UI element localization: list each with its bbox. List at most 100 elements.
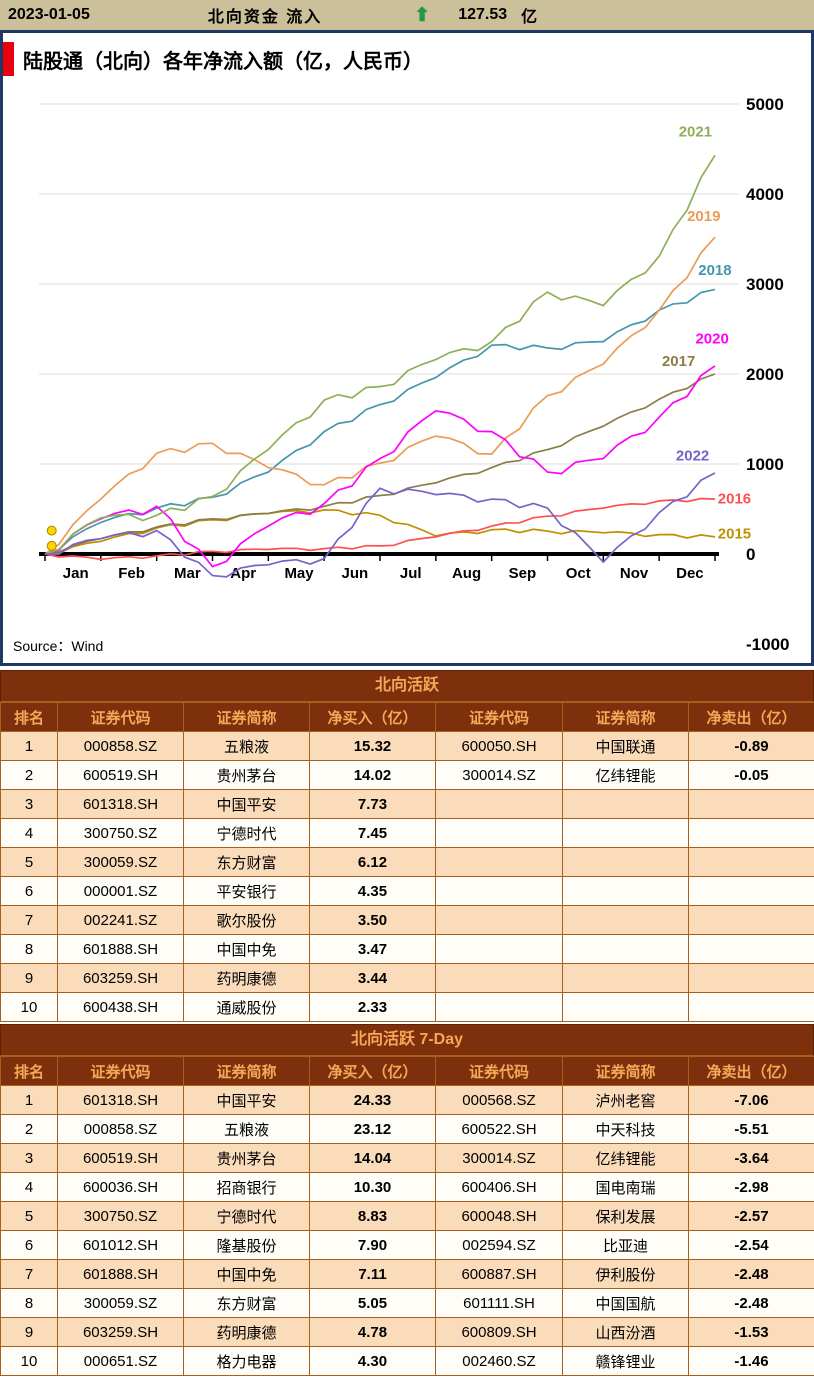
table-cell: 4.78 bbox=[309, 1317, 436, 1347]
table-cell: 7 bbox=[0, 905, 58, 935]
table-cell: 600406.SH bbox=[435, 1172, 563, 1202]
series-line-2022 bbox=[44, 472, 716, 578]
table-cell: 23.12 bbox=[309, 1114, 436, 1144]
table-cell: 4.30 bbox=[309, 1346, 436, 1376]
table-cell: 6 bbox=[0, 876, 58, 906]
table-cell: 2.33 bbox=[309, 992, 436, 1022]
table-cell: 601888.SH bbox=[57, 1259, 184, 1289]
y-axis-tick-label: 0 bbox=[746, 545, 755, 564]
table-cell: 比亚迪 bbox=[562, 1230, 689, 1260]
table-cell bbox=[688, 876, 814, 906]
table-cell bbox=[562, 818, 689, 848]
table-cell: 600887.SH bbox=[435, 1259, 563, 1289]
table-cell: 3.47 bbox=[309, 934, 436, 964]
stock-table: 排名 证券代码 证券简称 净买入（亿） 证券代码 证券简称 净卖出（亿） 1 000858.SZ… bbox=[0, 702, 814, 1022]
column-header: 证券代码 bbox=[435, 1056, 563, 1086]
table-cell: 600519.SH bbox=[57, 760, 184, 790]
table-cell: -1.46 bbox=[688, 1346, 814, 1376]
y-axis-tick-label: 3000 bbox=[746, 275, 784, 294]
table-cell: 300014.SZ bbox=[435, 1143, 563, 1173]
table-row: 9 603259.SH 药明康德 3.44 bbox=[0, 963, 814, 993]
chart-panel: 陆股通（北向）各年净流入额（亿，人民币） 5000 4000 3000 2000 100… bbox=[0, 30, 814, 666]
table-cell bbox=[688, 818, 814, 848]
column-header: 净卖出（亿） bbox=[688, 702, 814, 732]
y-axis-tick-label: 2000 bbox=[746, 365, 784, 384]
series-year-label: 2019 bbox=[687, 208, 720, 225]
table-cell: 宁德时代 bbox=[183, 1201, 310, 1231]
x-axis-month-label: Sep bbox=[509, 565, 537, 582]
table-row: 2 000858.SZ 五粮液 23.12 600522.SH 中天科技 -5.51 bbox=[0, 1114, 814, 1144]
table-cell: 002241.SZ bbox=[57, 905, 184, 935]
column-header: 证券简称 bbox=[183, 1056, 310, 1086]
table-cell: 中国中免 bbox=[183, 1259, 310, 1289]
table-cell: 3 bbox=[0, 1143, 58, 1173]
table-cell bbox=[435, 789, 563, 819]
table-cell: 300059.SZ bbox=[57, 847, 184, 877]
table-row: 1 601318.SH 中国平安 24.33 000568.SZ 泸州老窖 -7.06 bbox=[0, 1085, 814, 1115]
table-cell: 3 bbox=[0, 789, 58, 819]
top-bar: 2023-01-05 北向资金 流入 ⬆ 127.53 亿 bbox=[0, 0, 814, 30]
table-cell: 300750.SZ bbox=[57, 1201, 184, 1231]
table-cell: 300059.SZ bbox=[57, 1288, 184, 1318]
table-cell: 7.90 bbox=[309, 1230, 436, 1260]
date-label: 2023-01-05 bbox=[8, 6, 90, 23]
table-cell: -2.57 bbox=[688, 1201, 814, 1231]
table-cell: 中天科技 bbox=[562, 1114, 689, 1144]
table-cell: 格力电器 bbox=[183, 1346, 310, 1376]
flow-direction-label: 北向资金 流入 bbox=[207, 9, 323, 26]
x-axis-month-label: Mar bbox=[174, 565, 201, 582]
table-row: 4 600036.SH 招商银行 10.30 600406.SH 国电南瑞 -2.98 bbox=[0, 1172, 814, 1202]
table-row: 3 600519.SH 贵州茅台 14.04 300014.SZ 亿纬锂能 -3.64 bbox=[0, 1143, 814, 1173]
table-cell: 000568.SZ bbox=[435, 1085, 563, 1115]
source-line: Source：Wind bbox=[3, 636, 811, 663]
table-row: 4 300750.SZ 宁德时代 7.45 bbox=[0, 818, 814, 848]
table-cell: 15.32 bbox=[309, 731, 436, 761]
table-cell bbox=[562, 992, 689, 1022]
flow-unit-label: 亿 bbox=[521, 9, 538, 26]
table-north-active-7day: 北向活跃 7-Day 排名 证券代码 证券简称 净买入（亿） 证券代码 证券简称 净卖出（亿）… bbox=[0, 1024, 814, 1376]
x-axis-month-label: Jul bbox=[400, 565, 422, 582]
table-cell: 600048.SH bbox=[435, 1201, 563, 1231]
table-cell: 招商银行 bbox=[183, 1172, 310, 1202]
table-cell: 3.50 bbox=[309, 905, 436, 935]
table-cell: 4.35 bbox=[309, 876, 436, 906]
table-cell: 600519.SH bbox=[57, 1143, 184, 1173]
column-header: 净买入（亿） bbox=[309, 1056, 436, 1086]
table-cell: 赣锋锂业 bbox=[562, 1346, 689, 1376]
table-row: 1 000858.SZ 五粮液 15.32 600050.SH 中国联通 -0.89 bbox=[0, 731, 814, 761]
table-cell: 伊利股份 bbox=[562, 1259, 689, 1289]
table-cell: 3.44 bbox=[309, 963, 436, 993]
table-cell: 贵州茅台 bbox=[183, 760, 310, 790]
table-cell: 5.05 bbox=[309, 1288, 436, 1318]
column-header: 证券简称 bbox=[562, 702, 689, 732]
table-cell: -2.54 bbox=[688, 1230, 814, 1260]
table-cell: 000858.SZ bbox=[57, 731, 184, 761]
table-cell: -2.98 bbox=[688, 1172, 814, 1202]
table-cell: 6 bbox=[0, 1230, 58, 1260]
table-cell: 600522.SH bbox=[435, 1114, 563, 1144]
y-axis-tick-label: 5000 bbox=[746, 95, 784, 114]
table-cell: 14.02 bbox=[309, 760, 436, 790]
table-row: 10 600438.SH 通威股份 2.33 bbox=[0, 992, 814, 1022]
table-row: 6 601012.SH 隆基股份 7.90 002594.SZ 比亚迪 -2.54 bbox=[0, 1230, 814, 1260]
table-cell: 中国平安 bbox=[183, 789, 310, 819]
table-row: 8 300059.SZ 东方财富 5.05 601111.SH 中国国航 -2.48 bbox=[0, 1288, 814, 1318]
header-row: 排名 证券代码 证券简称 净买入（亿） 证券代码 证券简称 净卖出（亿） bbox=[0, 702, 814, 732]
table-cell: 601318.SH bbox=[57, 789, 184, 819]
table-cell: 000651.SZ bbox=[57, 1346, 184, 1376]
table-cell: 2 bbox=[0, 1114, 58, 1144]
table-cell bbox=[562, 876, 689, 906]
series-line-2021 bbox=[44, 154, 716, 555]
table-cell: 601318.SH bbox=[57, 1085, 184, 1115]
table-cell: 601111.SH bbox=[435, 1288, 563, 1318]
table-title: 北向活跃 7-Day bbox=[0, 1024, 814, 1056]
start-marker-dot bbox=[46, 540, 57, 551]
series-year-label: 2017 bbox=[662, 353, 695, 370]
table-cell: 603259.SH bbox=[57, 963, 184, 993]
table-cell: 4 bbox=[0, 818, 58, 848]
table-cell bbox=[435, 847, 563, 877]
table-cell bbox=[688, 963, 814, 993]
table-cell bbox=[435, 818, 563, 848]
table-cell bbox=[435, 934, 563, 964]
